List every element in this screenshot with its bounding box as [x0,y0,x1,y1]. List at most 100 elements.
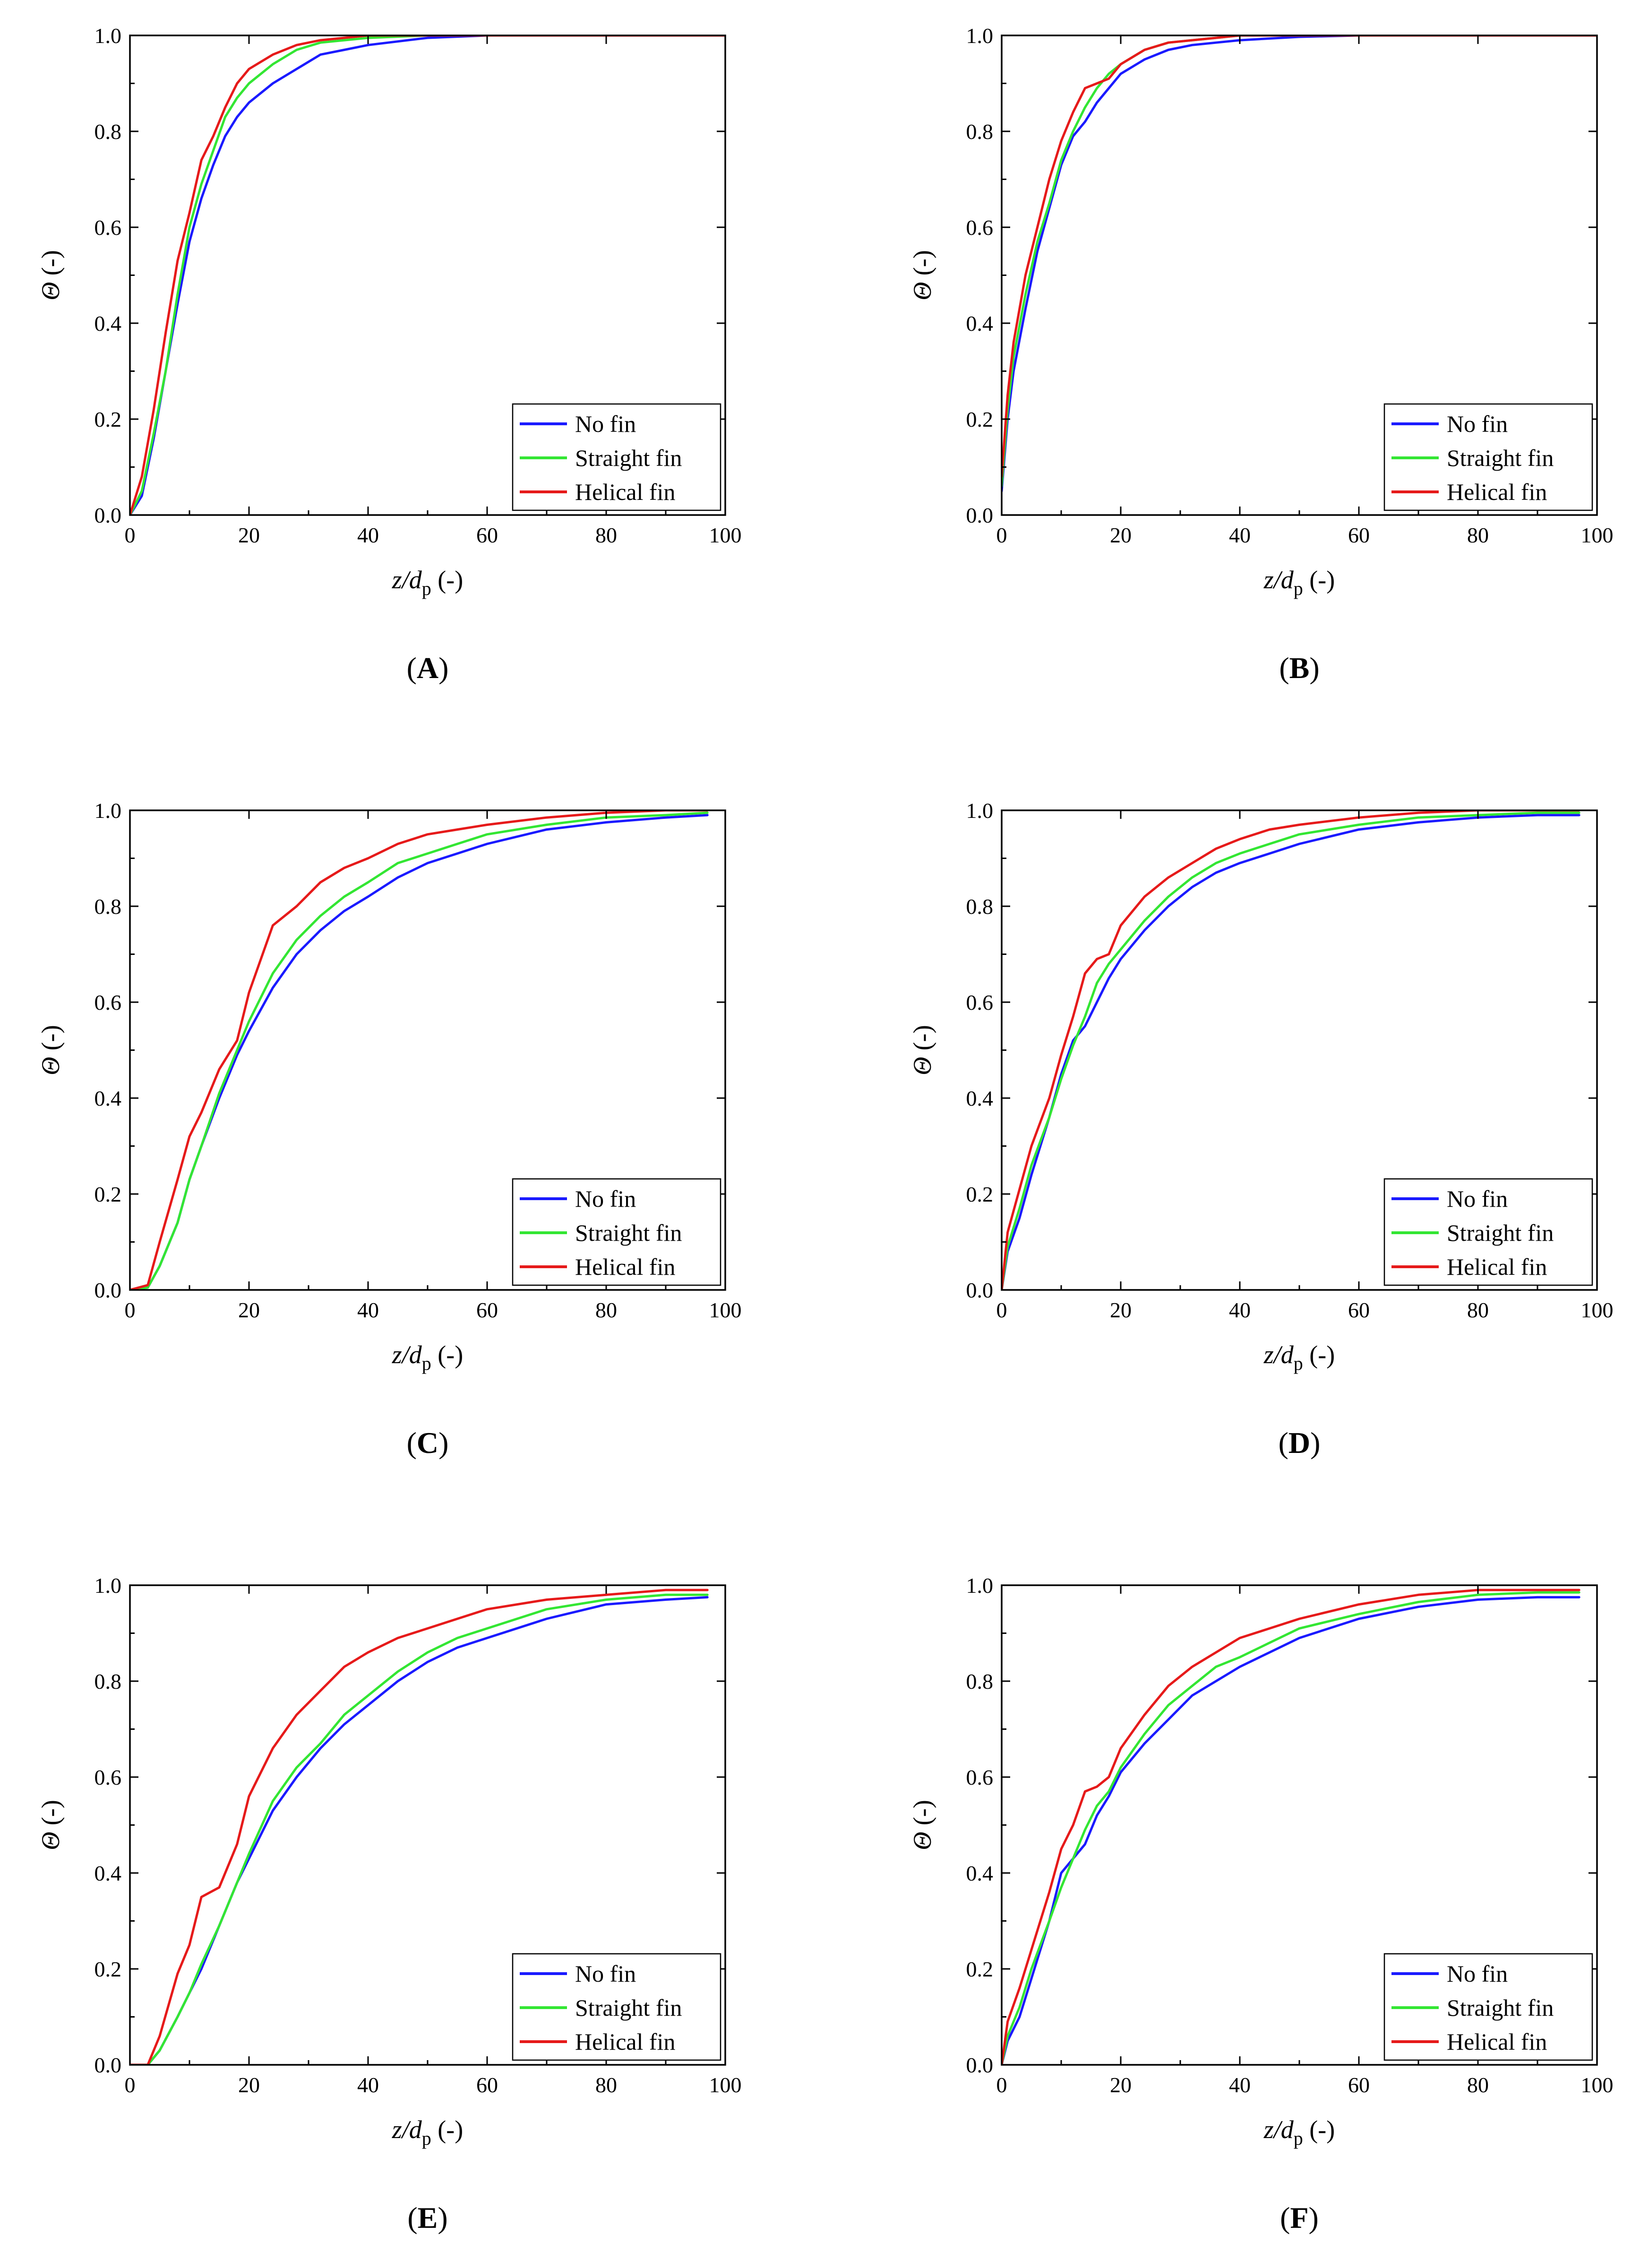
x-tick-label: 20 [1110,523,1132,547]
x-tick-label: 0 [125,523,136,547]
x-tick-label: 60 [1348,2073,1370,2097]
y-axis-title: Θ (-) [36,1025,65,1075]
y-tick-label: 1.0 [966,799,994,823]
y-tick-label: 1.0 [94,1573,122,1598]
chart-panel-c: 0 20 40 60 80 100 0.0 0.2 0.4 0.6 0.8 1.0 z/dp (-) Θ … [28,784,765,1493]
legend-label: Straight fin [1447,1994,1554,2021]
x-tick-label: 80 [1467,1298,1489,1322]
x-tick-label: 80 [595,523,617,547]
legend: No fin Straight fin Helical fin [1383,1178,1593,1286]
y-tick-label: 0.0 [94,1278,122,1302]
x-axis-title: z/dp (-) [1263,2115,1335,2149]
y-tick-label: 0.0 [966,1278,994,1302]
y-tick-label: 0.2 [94,1182,122,1206]
panel-label: (A) [407,651,449,685]
legend: No fin Straight fin Helical fin [1383,1953,1593,2061]
series-line-helical-fin [1002,35,1597,478]
legend-label: No fin [1447,1960,1508,1987]
chart-svg: 0 20 40 60 80 100 0.0 0.2 0.4 0.6 0.8 1.0 z/dp (-) Θ … [908,1573,1614,2234]
x-tick-label: 60 [476,523,498,547]
y-tick-label: 0.4 [966,1086,994,1110]
chart-panel-f: 0 20 40 60 80 100 0.0 0.2 0.4 0.6 0.8 1.0 z/dp (-) Θ … [900,1559,1637,2268]
panel-label: (C) [407,1426,449,1460]
y-axis-title: Θ (-) [908,1025,936,1075]
y-tick-label: 1.0 [966,1573,994,1598]
legend-label: No fin [575,1960,636,1987]
legend-label: Helical fin [575,1254,675,1280]
x-tick-label: 60 [1348,523,1370,547]
x-tick-label: 20 [1110,2073,1132,2097]
x-tick-label: 0 [125,1298,136,1322]
legend-label: Straight fin [575,1994,682,2021]
y-tick-label: 0.6 [966,215,994,240]
y-tick-label: 0.2 [966,1182,994,1206]
series-line-straight-fin [1002,1591,1580,2065]
series-line-helical-fin [130,35,725,515]
y-tick-label: 0.6 [966,990,994,1014]
y-tick-label: 0.6 [94,990,122,1014]
x-tick-label: 80 [595,1298,617,1322]
series-line-helical-fin [1002,1589,1580,2065]
x-tick-label: 80 [595,2073,617,2097]
x-tick-label: 0 [996,1298,1007,1322]
x-axis-title: z/dp (-) [1263,566,1335,599]
x-tick-label: 80 [1467,523,1489,547]
x-axis-title: z/dp (-) [392,2115,463,2149]
y-tick-label: 0.0 [966,2053,994,2077]
legend-label: Helical fin [1447,1254,1547,1280]
y-tick-label: 0.4 [94,1861,122,1885]
x-tick-label: 100 [1581,2073,1614,2097]
x-tick-label: 60 [1348,1298,1370,1322]
chart-panel-a: 0 20 40 60 80 100 0.0 0.2 0.4 0.6 0.8 1.0 z/dp (-) Θ … [28,9,765,718]
series-line-no-fin [1002,35,1597,492]
chart-panel-b: 0 20 40 60 80 100 0.0 0.2 0.4 0.6 0.8 1.0 z/dp (-) Θ … [900,9,1637,718]
legend-label: Helical fin [1447,2028,1547,2055]
series-line-helical-fin [130,810,709,1290]
y-tick-label: 0.0 [94,2053,122,2077]
legend-label: Helical fin [575,2028,675,2055]
series-line-straight-fin [130,1593,709,2065]
series-line-straight-fin [1002,811,1580,1290]
legend: No fin Straight fin Helical fin [512,1953,721,2061]
legend-label: Helical fin [575,479,675,505]
legend-label: No fin [1447,1186,1508,1212]
y-tick-label: 0.8 [966,894,994,919]
y-tick-label: 0.8 [94,1669,122,1693]
y-axis-title: Θ (-) [908,1800,936,1850]
panel-label: (D) [1279,1426,1321,1460]
y-tick-label: 0.0 [94,503,122,527]
chart-svg: 0 20 40 60 80 100 0.0 0.2 0.4 0.6 0.8 1.0 z/dp (-) Θ … [36,799,742,1460]
x-tick-label: 100 [1581,523,1614,547]
x-tick-label: 20 [238,1298,260,1322]
x-tick-label: 40 [1229,523,1251,547]
y-tick-label: 0.8 [94,894,122,919]
y-tick-label: 0.6 [94,215,122,240]
x-tick-label: 60 [476,1298,498,1322]
y-tick-label: 0.8 [94,120,122,144]
series-line-helical-fin [130,1589,709,2065]
legend: No fin Straight fin Helical fin [512,403,721,511]
y-tick-label: 0.4 [94,1086,122,1110]
legend-label: Straight fin [575,445,682,471]
series-line-helical-fin [1002,810,1580,1290]
y-tick-label: 0.2 [966,407,994,431]
series-line-straight-fin [130,35,725,515]
y-tick-label: 1.0 [966,24,994,48]
x-tick-label: 100 [1581,1298,1614,1322]
x-tick-label: 20 [238,2073,260,2097]
x-tick-label: 20 [238,523,260,547]
y-tick-label: 0.2 [94,407,122,431]
legend-label: Straight fin [1447,445,1554,471]
legend-label: Helical fin [1447,479,1547,505]
y-tick-label: 0.8 [966,120,994,144]
y-axis-title: Θ (-) [908,250,936,300]
x-tick-label: 0 [125,2073,136,2097]
x-tick-label: 40 [357,523,379,547]
y-tick-label: 0.6 [966,1765,994,1789]
x-tick-label: 100 [709,1298,742,1322]
chart-panel-d: 0 20 40 60 80 100 0.0 0.2 0.4 0.6 0.8 1.0 z/dp (-) Θ … [900,784,1637,1493]
x-tick-label: 0 [996,2073,1007,2097]
legend-label: Straight fin [1447,1220,1554,1246]
chart-svg: 0 20 40 60 80 100 0.0 0.2 0.4 0.6 0.8 1.0 z/dp (-) Θ … [908,799,1614,1460]
